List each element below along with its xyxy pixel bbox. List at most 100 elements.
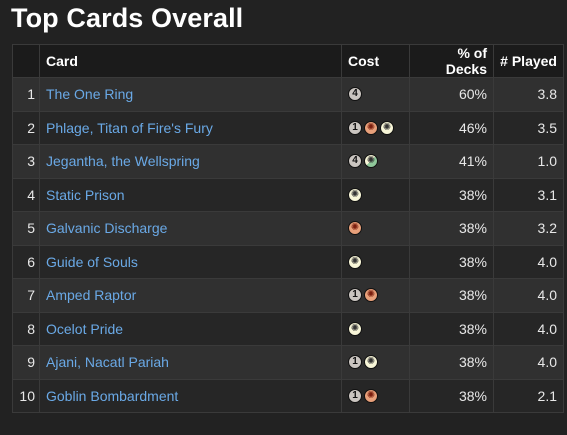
played-cell: 3.5	[493, 110, 564, 145]
played-cell: 4.0	[493, 345, 564, 380]
played-cell: 3.2	[493, 211, 564, 246]
white-mana-icon: ✺	[380, 120, 394, 135]
table-row: 7 Amped Raptor 1 ✺ 38% 4.0	[12, 278, 564, 313]
card-link[interactable]: Phlage, Titan of Fire's Fury	[46, 119, 213, 136]
red-mana-icon: ✺	[364, 120, 378, 135]
pct-decks-cell: 38%	[409, 278, 494, 313]
mana-cost: 1 ✺	[348, 288, 403, 303]
white-mana-icon: ✺	[364, 355, 378, 370]
card-link[interactable]: Guide of Souls	[46, 253, 138, 270]
pct-decks-cell: 38%	[409, 177, 494, 212]
white-mana-icon: ✺	[348, 321, 362, 336]
red-mana-icon: ✺	[348, 221, 362, 236]
cost-cell: 1 ✺ ✺	[341, 110, 410, 145]
generic-mana-icon: 4	[348, 87, 362, 102]
played-cell: 2.1	[493, 378, 564, 413]
cost-cell: 1 ✺	[341, 378, 410, 413]
card-cell: Amped Raptor	[39, 278, 342, 313]
pct-decks-cell: 38%	[409, 244, 494, 279]
mana-cost: 4	[348, 87, 403, 102]
played-cell: 4.0	[493, 278, 564, 313]
gw-mana-icon: ✺	[364, 154, 378, 169]
table-row: 6 Guide of Souls ✺ 38% 4.0	[12, 244, 564, 279]
played-cell: 1.0	[493, 144, 564, 179]
rank-cell: 3	[12, 144, 40, 179]
page-title: Top Cards Overall	[11, 3, 244, 33]
column-header-card[interactable]: Card	[39, 44, 342, 78]
pct-decks-cell: 38%	[409, 311, 494, 346]
card-cell: Galvanic Discharge	[39, 211, 342, 246]
red-mana-icon: ✺	[364, 288, 378, 303]
mana-cost: 4 ✺	[348, 154, 403, 169]
card-link[interactable]: Ocelot Pride	[46, 320, 124, 337]
white-mana-icon: ✺	[348, 187, 362, 202]
cost-cell: 1 ✺	[341, 278, 410, 313]
table-row: 2 Phlage, Titan of Fire's Fury 1 ✺ ✺ 46% 3.5	[12, 110, 564, 145]
pct-decks-cell: 38%	[409, 378, 494, 413]
column-header-pct-decks[interactable]: % of Decks	[409, 44, 494, 78]
table-row: 10 Goblin Bombardment 1 ✺ 38% 2.1	[12, 378, 564, 413]
red-mana-icon: ✺	[364, 388, 378, 403]
mana-cost: 1 ✺	[348, 355, 403, 370]
rank-cell: 2	[12, 110, 40, 145]
mana-cost: 1 ✺	[348, 388, 403, 403]
pct-decks-cell: 46%	[409, 110, 494, 145]
generic-mana-icon: 1	[348, 355, 362, 370]
pct-decks-cell: 41%	[409, 144, 494, 179]
mana-cost: ✺	[348, 254, 403, 269]
table-row: 8 Ocelot Pride ✺ 38% 4.0	[12, 311, 564, 346]
white-mana-icon: ✺	[348, 254, 362, 269]
table-row: 5 Galvanic Discharge ✺ 38% 3.2	[12, 211, 564, 246]
rank-cell: 5	[12, 211, 40, 246]
card-cell: Guide of Souls	[39, 244, 342, 279]
cost-cell: 4 ✺	[341, 144, 410, 179]
mana-cost: ✺	[348, 221, 403, 236]
card-link[interactable]: Ajani, Nacatl Pariah	[46, 354, 169, 371]
card-link[interactable]: Galvanic Discharge	[46, 220, 168, 237]
card-cell: Phlage, Titan of Fire's Fury	[39, 110, 342, 145]
card-link[interactable]: The One Ring	[46, 86, 134, 103]
table-row: 9 Ajani, Nacatl Pariah 1 ✺ 38% 4.0	[12, 345, 564, 380]
top-cards-table: Card Cost % of Decks # Played 1 The One R…	[12, 44, 564, 413]
cost-cell: ✺	[341, 311, 410, 346]
rank-cell: 6	[12, 244, 40, 279]
table-row: 1 The One Ring 4 60% 3.8	[12, 77, 564, 112]
cost-cell: 4	[341, 77, 410, 112]
table-header-row: Card Cost % of Decks # Played	[12, 44, 564, 78]
table-row: 3 Jegantha, the Wellspring 4 ✺ 41% 1.0	[12, 144, 564, 179]
generic-mana-icon: 4	[348, 154, 362, 169]
pct-decks-cell: 38%	[409, 345, 494, 380]
cost-cell: ✺	[341, 244, 410, 279]
cost-cell: ✺	[341, 211, 410, 246]
mana-cost: ✺	[348, 187, 403, 202]
mana-cost: ✺	[348, 321, 403, 336]
pct-decks-cell: 38%	[409, 211, 494, 246]
card-cell: Ajani, Nacatl Pariah	[39, 345, 342, 380]
cost-cell: 1 ✺	[341, 345, 410, 380]
column-header-rank	[12, 44, 40, 78]
rank-cell: 9	[12, 345, 40, 380]
card-link[interactable]: Jegantha, the Wellspring	[46, 153, 200, 170]
card-link[interactable]: Static Prison	[46, 186, 125, 203]
card-cell: Goblin Bombardment	[39, 378, 342, 413]
rank-cell: 10	[12, 378, 40, 413]
rank-cell: 4	[12, 177, 40, 212]
generic-mana-icon: 1	[348, 388, 362, 403]
card-cell: Ocelot Pride	[39, 311, 342, 346]
played-cell: 3.8	[493, 77, 564, 112]
column-header-played[interactable]: # Played	[493, 44, 564, 78]
card-cell: Jegantha, the Wellspring	[39, 144, 342, 179]
played-cell: 4.0	[493, 311, 564, 346]
generic-mana-icon: 1	[348, 120, 362, 135]
rank-cell: 7	[12, 278, 40, 313]
generic-mana-icon: 1	[348, 288, 362, 303]
card-link[interactable]: Amped Raptor	[46, 287, 137, 304]
rank-cell: 1	[12, 77, 40, 112]
pct-decks-cell: 60%	[409, 77, 494, 112]
card-link[interactable]: Goblin Bombardment	[46, 387, 179, 404]
played-cell: 3.1	[493, 177, 564, 212]
column-header-cost[interactable]: Cost	[341, 44, 410, 78]
played-cell: 4.0	[493, 244, 564, 279]
card-cell: Static Prison	[39, 177, 342, 212]
cost-cell: ✺	[341, 177, 410, 212]
